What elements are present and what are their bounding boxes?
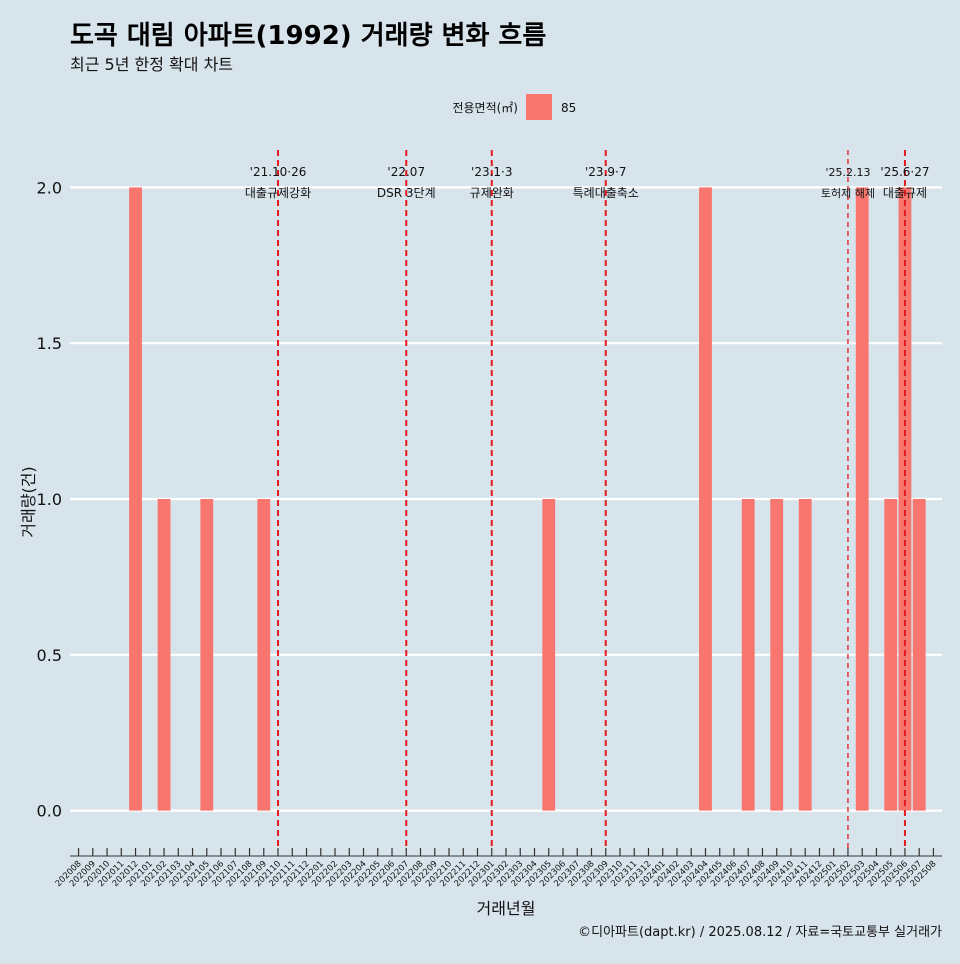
axis-layer: 0.00.51.01.52.02020082020092020102020112… — [37, 178, 942, 889]
y-tick-label: 1.5 — [37, 334, 62, 353]
bar — [770, 499, 784, 811]
event-date-label: '22.07 — [387, 165, 425, 179]
event-date-label: '21.10·26 — [250, 165, 307, 179]
bar — [129, 187, 142, 811]
bar — [157, 499, 171, 811]
x-axis-title: 거래년월 — [477, 899, 536, 918]
event-label: DSR 3단계 — [377, 186, 436, 200]
legend-swatch — [526, 94, 552, 120]
bar — [798, 499, 812, 811]
y-tick-label: 1.0 — [37, 490, 62, 509]
legend-title: 전용면적(㎡) — [452, 101, 518, 115]
bar — [884, 499, 898, 811]
bar — [898, 187, 912, 811]
event-label: 특례대출축소 — [573, 186, 639, 200]
chart-title: 도곡 대림 아파트(1992) 거래량 변화 흐름 — [70, 21, 546, 51]
event-date-label: '23.1·3 — [471, 165, 512, 179]
y-tick-label: 0.0 — [37, 802, 62, 821]
caption: ©디아파트(dapt.kr) / 2025.08.12 / 자료=국토교통부 실… — [578, 925, 942, 940]
event-label: 토허제 해제 — [821, 186, 875, 200]
bar — [741, 499, 755, 811]
event-label: 대출규제강화 — [245, 186, 311, 200]
bar — [257, 499, 271, 811]
bar — [699, 187, 712, 811]
legend-label: 85 — [561, 101, 576, 115]
bar — [200, 499, 214, 811]
bar — [542, 499, 556, 811]
bar — [855, 187, 869, 811]
legend: 전용면적(㎡) 85 — [452, 94, 576, 120]
event-date-label: '25.2.13 — [825, 166, 870, 179]
y-tick-label: 0.5 — [37, 646, 62, 665]
event-label: 대출규제 — [883, 186, 927, 200]
event-label: 규제완화 — [470, 186, 514, 200]
annotation-layer: '21.10·26 대출규제강화 '22.07 DSR 3단계 '23.1·3 규제완화 '… — [245, 150, 930, 848]
chart-subtitle: 최근 5년 한정 확대 차트 — [70, 55, 233, 74]
y-axis-title: 거래량(건) — [19, 466, 38, 537]
event-date-label: '23.9·7 — [585, 165, 626, 179]
bar-layer — [129, 187, 926, 811]
event-date-label: '25.6·27 — [880, 165, 929, 179]
grid-layer — [70, 186, 942, 812]
y-tick-label: 2.0 — [37, 178, 62, 197]
bar — [912, 499, 926, 811]
